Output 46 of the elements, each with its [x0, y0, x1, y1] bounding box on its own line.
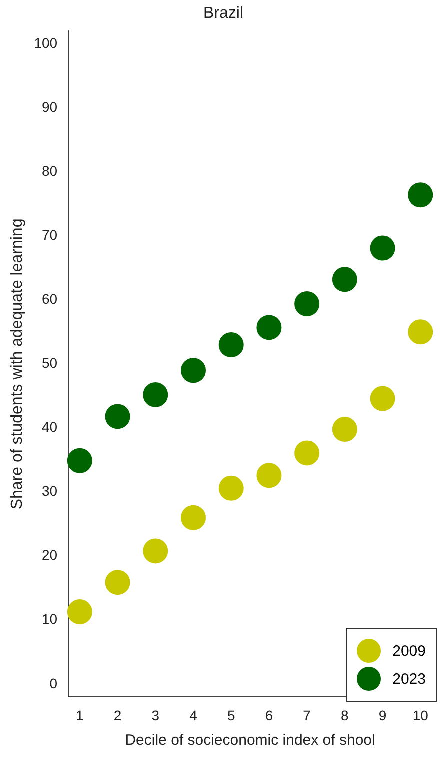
- point: [370, 236, 396, 261]
- point: [370, 386, 396, 412]
- x-tick-label: 9: [378, 707, 387, 724]
- point: [408, 320, 434, 345]
- point: [332, 267, 358, 292]
- y-tick-label: 50: [42, 355, 58, 372]
- point: [67, 448, 92, 474]
- point: [218, 332, 244, 358]
- legend-label: 2023: [392, 670, 426, 688]
- point: [105, 404, 130, 430]
- chart-title: Brazil: [203, 5, 244, 22]
- point: [105, 570, 130, 596]
- x-axis-title: Decile of socieconomic index of shool: [125, 732, 376, 750]
- x-tick-label: 7: [303, 707, 312, 724]
- point: [408, 182, 434, 208]
- y-tick-label: 60: [42, 291, 58, 308]
- y-tick-label: 10: [42, 611, 58, 628]
- x-tick-label: 8: [341, 707, 350, 724]
- point: [143, 382, 168, 408]
- x-tick-label: 2: [114, 707, 122, 724]
- y-tick-label: 20: [42, 547, 58, 564]
- x-tick-label: 5: [227, 707, 236, 724]
- y-tick-label: 70: [42, 226, 58, 243]
- point: [143, 538, 168, 564]
- legend-label: 2009: [392, 642, 426, 660]
- x-tick-label: 3: [152, 707, 160, 724]
- point: [67, 600, 92, 625]
- y-tick-label: 80: [42, 162, 58, 179]
- x-tick-label: 10: [412, 707, 429, 724]
- point: [180, 505, 206, 530]
- y-tick-label: 40: [42, 419, 58, 436]
- point: [294, 292, 320, 317]
- point: [294, 440, 320, 466]
- point: [256, 463, 282, 488]
- y-tick-label: 100: [34, 34, 58, 51]
- y-tick-label: 0: [50, 675, 58, 692]
- y-tick-label: 90: [42, 98, 58, 115]
- point: [218, 476, 244, 501]
- y-axis-title: Share of students with adequate learning: [9, 218, 26, 510]
- x-tick-label: 1: [76, 707, 84, 724]
- y-tick-label: 30: [42, 483, 58, 500]
- point: [256, 315, 282, 340]
- point: [332, 417, 358, 442]
- x-tick-label: 6: [265, 707, 274, 724]
- point: [180, 358, 206, 384]
- x-tick-label: 4: [190, 707, 198, 724]
